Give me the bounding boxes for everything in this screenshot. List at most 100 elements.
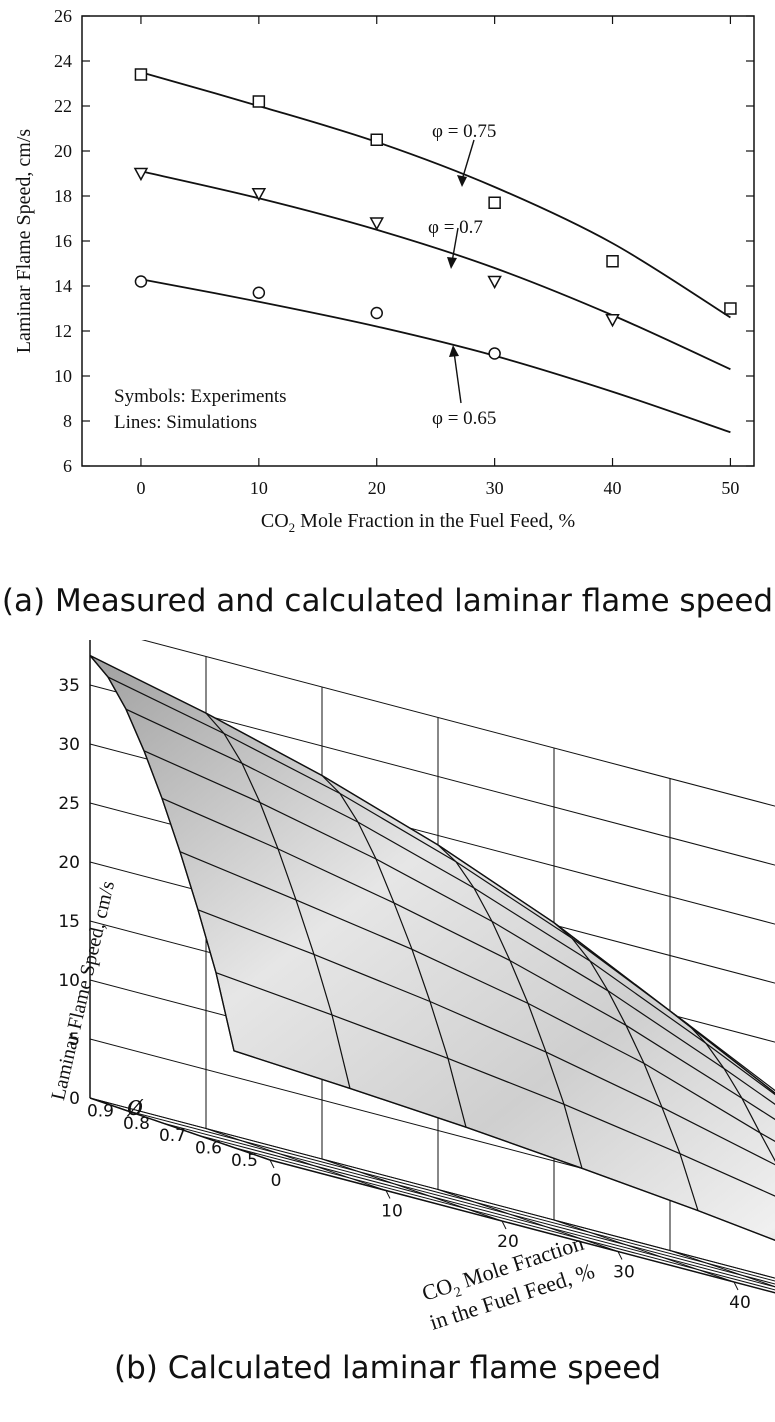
simulation-lines-a xyxy=(140,71,731,434)
x-tick-mark-b xyxy=(617,1251,623,1260)
phi-tick-mark-b xyxy=(153,1119,163,1124)
z-tick-label-b: 5 xyxy=(69,1030,80,1050)
experiment-marker-circle xyxy=(370,306,383,320)
surface-mesh-line-x xyxy=(553,922,699,1211)
z-tick-label-b: 20 xyxy=(58,853,80,873)
phi-tick-mark-b xyxy=(261,1156,271,1161)
y-tick-label-a: 18 xyxy=(54,186,72,206)
z-tick-label-b: 15 xyxy=(58,912,80,932)
floor-gridline xyxy=(125,1109,775,1282)
series-label-070-arrow xyxy=(451,227,459,263)
experiment-marker-circle xyxy=(134,275,148,288)
floor-gridline xyxy=(197,1134,775,1288)
series-label-065-arrowhead xyxy=(449,345,459,357)
y-tick-label-a: 20 xyxy=(54,141,72,161)
phi-tick-label-b: 0.7 xyxy=(159,1126,186,1146)
experiment-markers-a xyxy=(133,68,737,360)
phi-tick-label-b: 0.6 xyxy=(195,1139,222,1159)
surface-mesh-line-x xyxy=(321,775,467,1128)
experiment-marker-square xyxy=(370,133,383,146)
x-tick-label-a: 40 xyxy=(604,478,622,498)
experiment-marker-square xyxy=(488,196,501,209)
x-tick-label-b: 20 xyxy=(497,1232,519,1252)
surface-mesh-line-x xyxy=(89,655,235,1051)
y-tick-label-a: 12 xyxy=(54,321,72,341)
series-label-065-text: φ = 0.65 xyxy=(432,408,496,429)
experiment-marker-square xyxy=(134,68,148,81)
phi-tick-label-b: 0.5 xyxy=(231,1151,258,1171)
floor-gridline xyxy=(321,1158,503,1222)
x-tick-label-a: 30 xyxy=(486,478,504,498)
x-tick-label-a: 0 xyxy=(136,478,145,498)
experiment-marker-square xyxy=(252,95,266,108)
y-tick-label-a: 6 xyxy=(63,456,72,476)
experiment-marker-circle xyxy=(252,286,266,299)
z-tick-label-b: 30 xyxy=(58,735,80,755)
surface-fill xyxy=(89,654,775,1241)
phi-tick-label-b: 0.9 xyxy=(87,1101,114,1121)
series-label-065: φ = 0.65 xyxy=(432,345,496,429)
series-label-070-arrowhead xyxy=(447,257,457,269)
x-tick-label-b: 10 xyxy=(381,1202,403,1222)
simulation-line xyxy=(140,71,731,319)
floor-gridline xyxy=(89,1097,775,1279)
series-label-075-arrow xyxy=(461,139,475,181)
series-label-070-text: φ = 0.7 xyxy=(428,217,483,238)
experiment-marker-triangle xyxy=(369,217,385,231)
chart-a: 0 10 20 30 40 50 6 8 10 12 14 16 18 20 22 24 26 φ = 0.75… xyxy=(13,6,755,535)
x-axis-label-a-sub: 2 xyxy=(289,520,296,535)
phi-tick-label-b: 0.8 xyxy=(123,1114,150,1134)
x-tick-label-a: 50 xyxy=(721,478,739,498)
caption-b: (b) Calculated laminar flame speed xyxy=(114,1350,661,1386)
simulation-line xyxy=(140,278,731,434)
x-axis-label-a-main: CO xyxy=(261,510,289,532)
surface-b xyxy=(89,654,775,1241)
y-tick-label-a: 26 xyxy=(54,6,72,26)
y-tick-label-a: 14 xyxy=(54,276,72,296)
x-tick-mark-b xyxy=(385,1190,391,1199)
x-tick-label-b: 0 xyxy=(271,1171,282,1191)
chart-b: 05101520253035400.50.60.70.80.9010203040… xyxy=(47,640,775,1335)
x-tick-label-b: 30 xyxy=(613,1263,635,1283)
experiment-marker-square xyxy=(724,302,737,315)
x-tick-mark-b xyxy=(501,1220,507,1230)
floor-gridline xyxy=(233,1147,775,1291)
x-axis-label-b-sub: 2 xyxy=(452,1285,463,1301)
series-label-065-arrow xyxy=(453,351,462,404)
x-tick-label-b: 40 xyxy=(729,1293,751,1313)
x-tick-mark-b xyxy=(733,1281,739,1291)
y-tick-label-a: 22 xyxy=(54,96,72,116)
axis-ticks-b: 05101520253035400.50.60.70.80.9010203040… xyxy=(58,676,751,1313)
surface-mesh-line-x xyxy=(205,712,351,1089)
surface-mesh-line-phi xyxy=(233,1050,775,1241)
legend-note-line-1: Symbols: Experiments xyxy=(114,386,287,407)
experiment-marker-triangle xyxy=(605,314,620,328)
phi-axis-label-b: ø xyxy=(126,1086,144,1122)
z-tick-label-b: 25 xyxy=(58,794,80,814)
x-axis-label-b-main: CO xyxy=(419,1273,456,1306)
surface-mesh-line-x xyxy=(669,1010,775,1162)
y-tick-label-a: 8 xyxy=(63,411,72,431)
floor-gridline xyxy=(161,1122,775,1285)
y-axis-label-a: Laminar Flame Speed, cm/s xyxy=(13,129,35,354)
x-tick-label-a: 20 xyxy=(368,478,386,498)
legend-note-line-2: Lines: Simulations xyxy=(114,412,257,433)
simulation-line xyxy=(140,170,731,371)
surface-mesh-line-x xyxy=(437,844,583,1169)
z-tick-label-b: 35 xyxy=(58,676,80,696)
floor-gridline xyxy=(669,1250,775,1288)
z-tick-label-b: 10 xyxy=(58,971,80,991)
experiment-marker-square xyxy=(606,255,619,268)
axis-ticks-a: 0 10 20 30 40 50 6 8 10 12 14 16 18 20 22 24 26 xyxy=(54,6,754,498)
y-tick-label-a: 16 xyxy=(54,231,72,251)
phi-tick-mark-b xyxy=(225,1144,235,1149)
experiment-marker-triangle xyxy=(133,167,149,182)
x-axis-label-a-rest: Mole Fraction in the Fuel Feed, % xyxy=(295,510,575,532)
x-tick-mark-b xyxy=(269,1159,275,1169)
y-tick-label-a: 24 xyxy=(54,51,72,71)
x-tick-label-a: 10 xyxy=(250,478,268,498)
series-label-075-arrowhead xyxy=(457,175,467,187)
back-wall-gridline xyxy=(141,640,775,807)
series-label-075: φ = 0.75 xyxy=(432,121,496,187)
experiment-marker-circle xyxy=(488,347,501,360)
